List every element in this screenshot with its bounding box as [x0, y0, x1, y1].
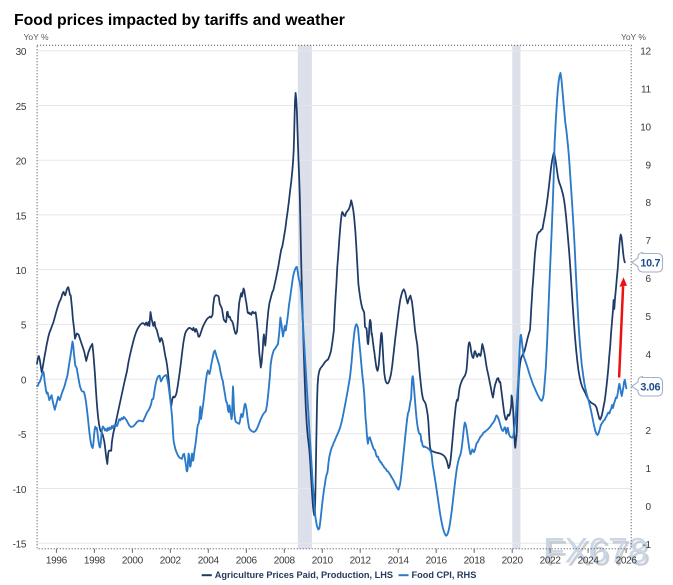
svg-text:20: 20 — [16, 157, 27, 168]
svg-text:1996: 1996 — [46, 556, 68, 567]
svg-text:2022: 2022 — [540, 556, 562, 567]
svg-text:6: 6 — [646, 274, 652, 285]
svg-text:2016: 2016 — [426, 556, 448, 567]
svg-text:2024: 2024 — [578, 556, 600, 567]
svg-text:-1: -1 — [643, 540, 652, 551]
svg-text:15: 15 — [16, 211, 27, 222]
svg-text:-5: -5 — [18, 430, 27, 441]
svg-text:3.06: 3.06 — [640, 382, 660, 394]
svg-text:12: 12 — [640, 46, 651, 57]
svg-text:FX678: FX678 — [543, 531, 648, 571]
svg-text:5: 5 — [21, 321, 27, 332]
svg-text:2012: 2012 — [350, 556, 372, 567]
svg-text:2020: 2020 — [502, 556, 524, 567]
svg-text:1: 1 — [646, 464, 652, 475]
svg-text:Food CPI, RHS: Food CPI, RHS — [412, 570, 477, 580]
svg-text:2010: 2010 — [312, 556, 334, 567]
svg-text:Agriculture Prices Paid, Produ: Agriculture Prices Paid, Production, LHS — [215, 570, 393, 580]
svg-text:25: 25 — [16, 102, 27, 113]
svg-text:2018: 2018 — [464, 556, 486, 567]
svg-text:10: 10 — [640, 122, 651, 133]
svg-text:10.7: 10.7 — [640, 258, 660, 270]
svg-text:FX678: FX678 — [546, 533, 651, 573]
svg-text:30: 30 — [16, 47, 27, 58]
svg-text:2004: 2004 — [198, 556, 220, 567]
svg-text:4: 4 — [646, 350, 652, 361]
svg-text:-15: -15 — [13, 540, 27, 551]
svg-text:2014: 2014 — [388, 556, 410, 567]
svg-text:2006: 2006 — [236, 556, 258, 567]
svg-text:2: 2 — [646, 426, 652, 437]
svg-text:7: 7 — [646, 236, 652, 247]
svg-text:2002: 2002 — [160, 556, 182, 567]
svg-text:YoY %: YoY % — [621, 32, 646, 42]
svg-text:2026: 2026 — [616, 556, 638, 567]
svg-text:10: 10 — [16, 266, 27, 277]
svg-text:8: 8 — [646, 198, 652, 209]
svg-text:0: 0 — [646, 502, 652, 513]
svg-text:-10: -10 — [13, 485, 27, 496]
svg-text:Food prices impacted by tariff: Food prices impacted by tariffs and weat… — [14, 12, 345, 29]
svg-text:9: 9 — [646, 160, 652, 171]
svg-text:11: 11 — [641, 84, 652, 95]
svg-text:YoY %: YoY % — [24, 32, 49, 42]
svg-text:2000: 2000 — [122, 556, 144, 567]
svg-text:1998: 1998 — [84, 556, 106, 567]
svg-text:2008: 2008 — [274, 556, 296, 567]
svg-text:5: 5 — [646, 312, 652, 323]
svg-text:0: 0 — [21, 375, 27, 386]
